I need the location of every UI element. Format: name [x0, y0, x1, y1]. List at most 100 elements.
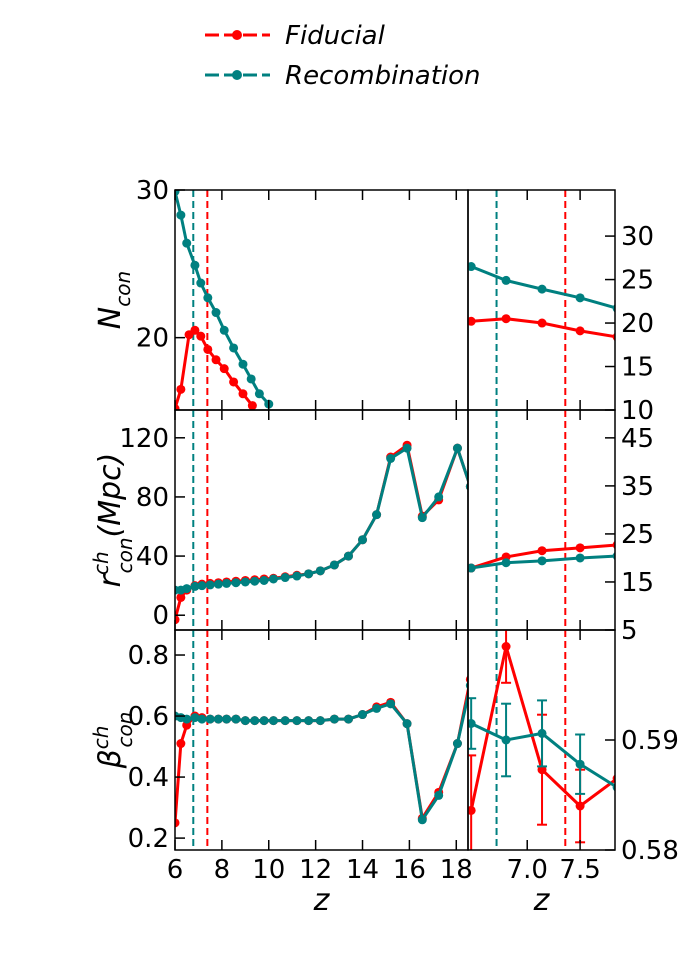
y-tick-label: 0.6: [128, 702, 169, 732]
data-point: [402, 719, 412, 729]
data-point: [537, 556, 547, 566]
data-point: [537, 318, 547, 328]
y-tick-label: 0.59: [621, 726, 679, 756]
data-point: [196, 278, 206, 288]
data-point: [537, 728, 547, 738]
data-point: [254, 389, 264, 399]
x-axis-label: z: [533, 883, 551, 918]
data-point: [222, 714, 232, 724]
data-point: [268, 716, 278, 726]
data-point: [329, 560, 339, 570]
data-point: [205, 580, 215, 590]
data-point: [434, 790, 444, 800]
y-tick-label: 20: [621, 309, 654, 339]
data-point: [250, 716, 260, 726]
data-point: [229, 343, 239, 353]
data-point: [537, 284, 547, 294]
y-tick-label: 120: [119, 424, 169, 454]
y-tick-label: 0.4: [128, 763, 169, 793]
x-tick-label: 6: [167, 855, 184, 885]
y-tick-label: 20: [136, 324, 169, 354]
data-point: [575, 801, 585, 811]
y-axis-label: Ncon: [93, 271, 135, 329]
data-point: [175, 404, 180, 410]
data-point: [196, 331, 206, 341]
data-point: [465, 681, 468, 690]
data-point: [238, 389, 248, 399]
y-tick-label: 0.2: [128, 824, 169, 854]
data-point: [247, 401, 257, 410]
data-point: [182, 238, 192, 248]
plot-area: [175, 190, 274, 410]
data-point: [190, 325, 200, 335]
x-tick-label: 14: [346, 855, 379, 885]
data-point: [468, 719, 476, 728]
data-point: [501, 275, 511, 285]
data-point: [219, 364, 229, 374]
data-point: [501, 558, 511, 568]
legend-marker: [232, 30, 242, 40]
data-point: [537, 546, 547, 556]
y-tick-label: 0.58: [621, 836, 679, 866]
data-point: [343, 714, 353, 724]
x-tick-label: 16: [393, 855, 426, 885]
data-point: [280, 716, 290, 726]
data-point: [372, 703, 382, 713]
data-point: [343, 551, 353, 561]
data-point: [211, 308, 221, 318]
data-point: [372, 510, 382, 520]
data-point: [468, 262, 476, 272]
data-point: [468, 316, 476, 326]
data-point: [386, 453, 396, 463]
x-tick-label: 7.5: [559, 855, 600, 885]
legend-label: Recombination: [285, 61, 481, 91]
data-point: [292, 571, 302, 581]
plot-area: [175, 410, 468, 630]
label-base: r: [93, 573, 128, 587]
data-point: [197, 714, 207, 724]
data-point: [575, 543, 585, 553]
data-point: [465, 482, 468, 491]
data-point: [240, 577, 250, 587]
data-point: [231, 578, 241, 588]
plot-area: [175, 630, 468, 850]
legend-label: Fiducial: [285, 21, 386, 51]
x-tick-label: 10: [252, 855, 285, 885]
data-point: [315, 716, 325, 726]
y-tick-label: 5: [621, 616, 638, 646]
data-point: [304, 569, 314, 579]
data-point: [452, 739, 462, 749]
y-tick-label: 45: [621, 424, 654, 454]
series-line: [175, 689, 468, 824]
label-suffix: (Mpc): [93, 453, 128, 538]
data-point: [176, 739, 186, 749]
legend-marker: [232, 70, 242, 80]
data-point: [222, 578, 232, 588]
data-point: [203, 344, 213, 354]
data-point: [501, 735, 511, 745]
data-point: [612, 783, 615, 792]
label-sub: con: [113, 537, 137, 573]
x-axis-label: z: [313, 883, 331, 918]
data-point: [175, 818, 180, 828]
y-tick-label: 10: [621, 396, 654, 426]
data-point: [417, 815, 427, 825]
data-point: [231, 714, 241, 724]
x-tick-label: 7.0: [507, 855, 548, 885]
data-point: [358, 535, 368, 545]
data-point: [197, 581, 207, 591]
data-point: [452, 443, 462, 453]
plot-area: [468, 630, 615, 850]
data-point: [329, 714, 339, 724]
plot-area: [468, 410, 615, 630]
data-point: [238, 359, 248, 369]
data-point: [434, 492, 444, 502]
plot-area: [468, 190, 615, 410]
data-point: [190, 260, 200, 270]
label-base: N: [93, 307, 128, 329]
data-point: [182, 714, 192, 724]
panel-frame: [467, 409, 616, 631]
data-point: [176, 384, 186, 394]
data-point: [575, 553, 585, 563]
y-tick-label: 15: [621, 353, 654, 383]
